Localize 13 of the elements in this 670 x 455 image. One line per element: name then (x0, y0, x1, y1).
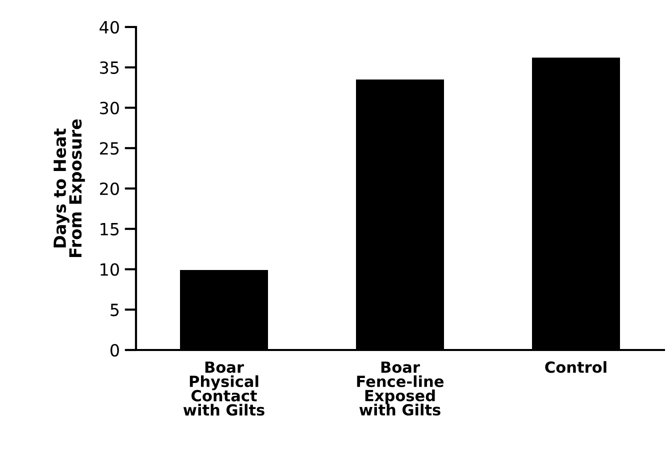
y-tick-label: 0 (110, 344, 119, 357)
x-tick-label: Boar Physical Contact with Gilts (183, 362, 264, 416)
y-tick-label: 35 (100, 61, 119, 74)
x-tick-label: Control (545, 361, 606, 373)
y-tick-label: 15 (100, 223, 119, 236)
y-tick-label: 25 (100, 142, 119, 155)
y-tick-label: 20 (100, 182, 119, 196)
y-tick-label: 10 (100, 263, 119, 276)
y-axis-title: Days to Heat From Exposure (54, 119, 85, 257)
y-tick-label: 30 (100, 102, 119, 114)
y-tick-label: 5 (110, 304, 119, 316)
y-tick-label: 40 (100, 20, 119, 34)
x-tick-label: Boar Fence-line Exposed with Gilts (357, 362, 444, 416)
